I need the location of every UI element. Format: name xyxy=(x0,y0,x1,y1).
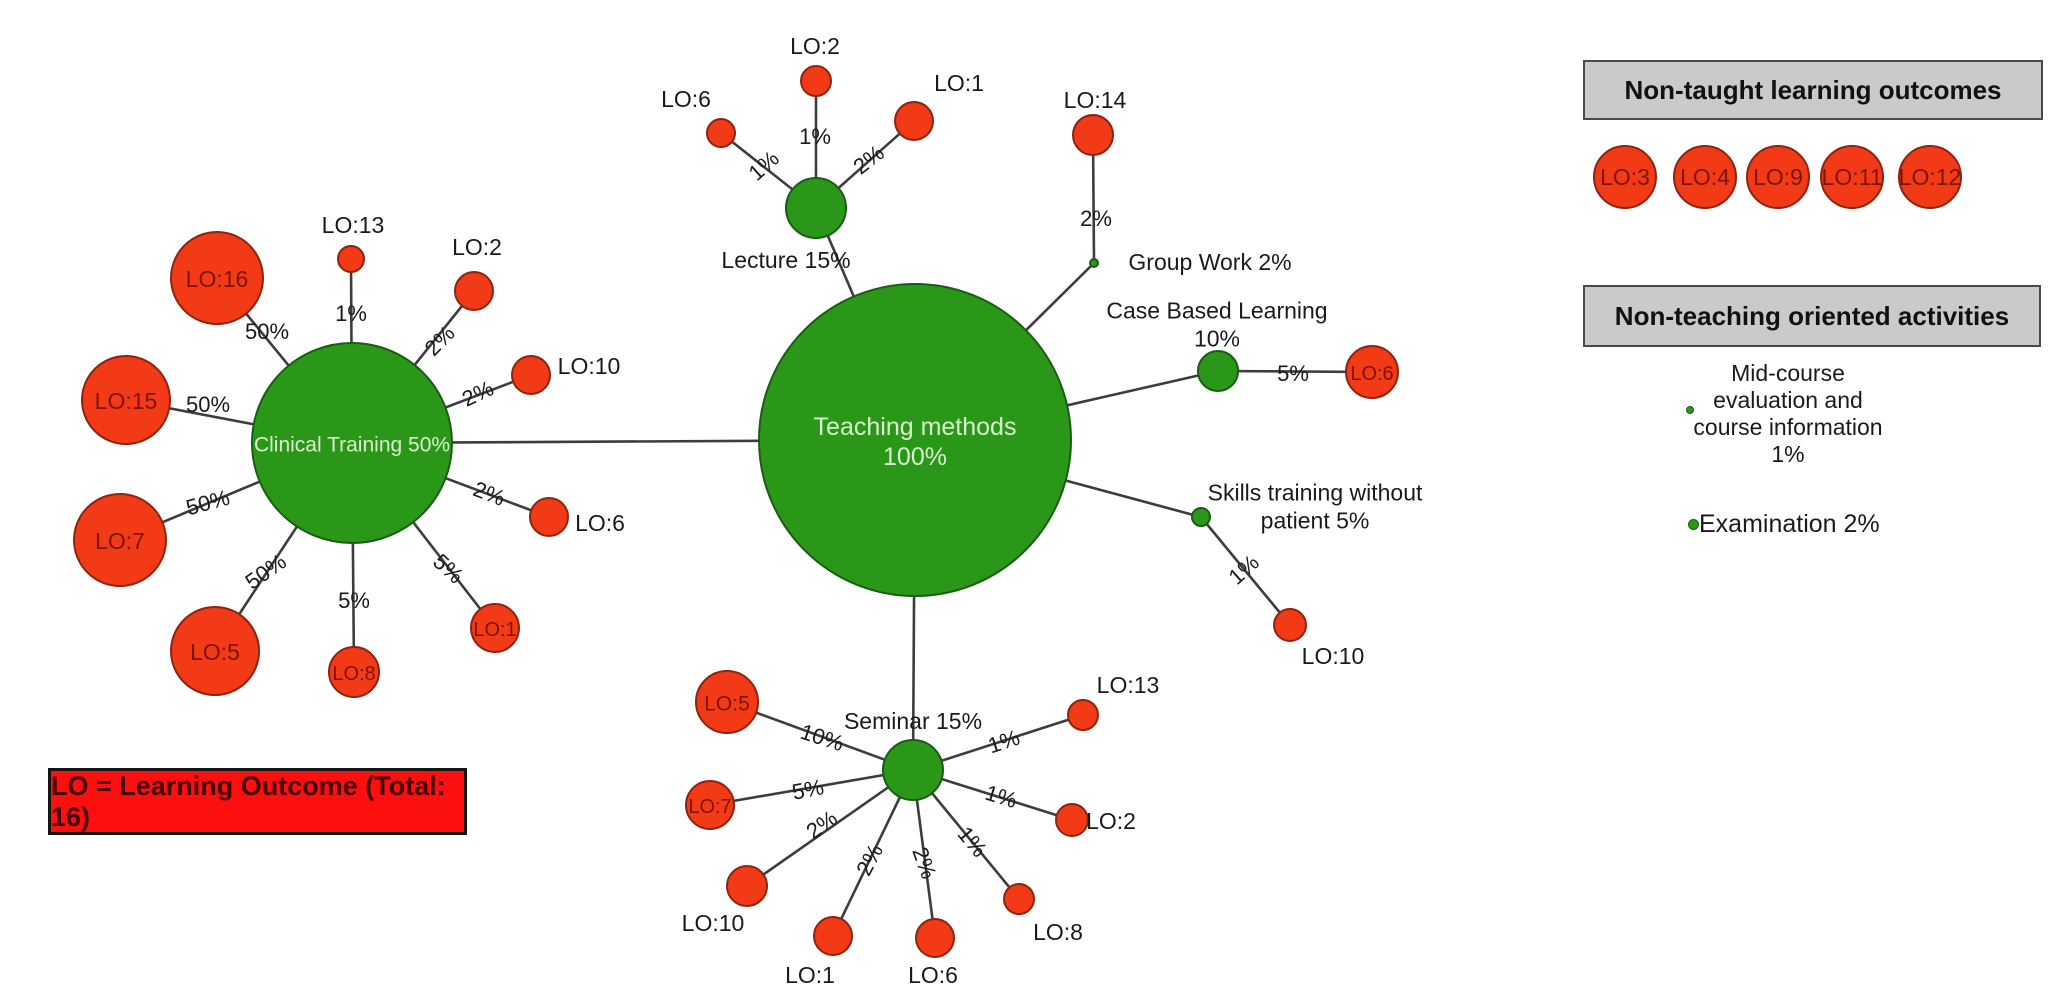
edge-seminar-lo5s xyxy=(726,700,914,772)
node-circle-lo1l xyxy=(894,101,934,141)
non-taught-lo-circle: LO:9 xyxy=(1746,145,1810,209)
node-label-lo5s: LO:5 xyxy=(704,692,750,716)
edge-pct-label-casebased-lo6cb: 5% xyxy=(1277,361,1309,386)
node-circle-seminar xyxy=(882,739,944,801)
node-label-lo10se: LO:10 xyxy=(681,910,745,937)
node-label-lecture: Lecture 15% xyxy=(721,247,851,274)
edge-groupwork-lo14 xyxy=(1091,134,1096,264)
node-circle-lo2s xyxy=(1055,803,1089,837)
node-label-lo13c: LO:13 xyxy=(321,212,385,239)
node-circle-lo7c xyxy=(73,493,167,587)
edge-pct-label-clinical-lo8c: 5% xyxy=(338,588,370,613)
non-taught-lo-circle: LO:3 xyxy=(1593,145,1657,209)
mid-course-dot xyxy=(1686,406,1694,414)
node-circle-groupwork xyxy=(1089,258,1099,268)
node-circle-lo13c xyxy=(337,245,365,273)
node-circle-clinical xyxy=(251,342,453,544)
node-label-lo2c: LO:2 xyxy=(452,234,502,261)
node-label-groupwork: Group Work 2% xyxy=(1128,249,1292,276)
node-label-lo8c: LO:8 xyxy=(332,663,376,685)
node-label-lo8s: LO:8 xyxy=(1033,919,1083,946)
node-circle-lo7s xyxy=(685,780,735,830)
non-teaching-panel-header: Non-teaching oriented activities xyxy=(1583,285,2041,347)
node-label-skills: Skills training without patient 5% xyxy=(1207,479,1423,533)
node-circle-lo8s xyxy=(1003,883,1035,915)
node-circle-lo1s xyxy=(813,916,853,956)
non-taught-lo-circle: LO:4 xyxy=(1673,145,1737,209)
edge-skills-lo10s xyxy=(1199,516,1292,626)
node-label-teaching: Teaching methods 100% xyxy=(813,413,1017,471)
node-label-lo2l: LO:2 xyxy=(790,33,840,60)
node-label-lo2s: LO:2 xyxy=(1086,808,1136,835)
node-label-lo6s: LO:6 xyxy=(908,962,958,989)
node-label-lo10s: LO:10 xyxy=(1301,643,1365,670)
node-circle-lo2l xyxy=(800,65,832,97)
node-label-lo7c: LO:7 xyxy=(95,528,145,555)
node-circle-skills xyxy=(1191,507,1211,527)
edge-pct-label-groupwork-lo14: 2% xyxy=(1080,206,1112,231)
node-circle-lo15 xyxy=(81,355,171,445)
edge-pct-label-clinical-lo13c: 1% xyxy=(335,301,367,326)
node-circle-lo14 xyxy=(1072,114,1114,156)
examination-label: Examination 2% xyxy=(1699,509,1880,538)
node-label-lo16: LO:16 xyxy=(185,266,249,293)
node-circle-lo16 xyxy=(170,231,264,325)
node-label-lo7s: LO:7 xyxy=(688,796,732,818)
node-label-clinical: Clinical Training 50% xyxy=(253,433,451,457)
node-circle-lecture xyxy=(785,177,847,239)
edge-pct-label-clinical-lo16: 50% xyxy=(244,319,290,344)
node-label-lo10c: LO:10 xyxy=(557,353,621,380)
node-circle-lo5c xyxy=(170,606,260,696)
node-label-lo14: LO:14 xyxy=(1063,87,1127,114)
node-label-lo15: LO:15 xyxy=(94,388,158,415)
node-label-lo5c: LO:5 xyxy=(190,639,240,666)
node-circle-lo6c xyxy=(529,497,569,537)
node-circle-casebased xyxy=(1197,350,1239,392)
non-taught-lo-circle: LO:12 xyxy=(1898,145,1962,209)
node-label-lo1l: LO:1 xyxy=(934,70,984,97)
node-label-lo13s: LO:13 xyxy=(1096,672,1160,699)
node-label-seminar: Seminar 15% xyxy=(843,708,983,735)
node-circle-lo6s xyxy=(915,918,955,958)
node-circle-lo6cb xyxy=(1345,345,1399,399)
node-circle-lo2c xyxy=(454,271,494,311)
legend-note-box: LO = Learning Outcome (Total: 16) xyxy=(48,768,467,835)
node-circle-lo1c xyxy=(470,603,520,653)
node-label-lo6l: LO:6 xyxy=(661,86,711,113)
node-label-lo6cb: LO:6 xyxy=(1350,363,1394,385)
node-label-lo1s: LO:1 xyxy=(785,962,835,989)
node-label-lo6c: LO:6 xyxy=(575,510,625,537)
node-circle-lo10se xyxy=(726,865,768,907)
node-circle-teaching xyxy=(758,283,1072,597)
edge-seminar-lo7s xyxy=(709,768,914,807)
node-circle-lo13s xyxy=(1067,699,1099,731)
non-taught-panel-header: Non-taught learning outcomes xyxy=(1583,60,2043,120)
node-circle-lo10c xyxy=(511,355,551,395)
non-taught-lo-circle: LO:11 xyxy=(1820,145,1884,209)
mid-course-label: Mid-course evaluation and course informa… xyxy=(1693,360,1883,467)
edge-pct-label-lecture-lo2l: 1% xyxy=(799,124,831,149)
node-circle-lo10s xyxy=(1273,608,1307,642)
node-label-casebased: Case Based Learning 10% xyxy=(1106,297,1328,351)
node-label-lo1c: LO:1 xyxy=(473,619,517,641)
examination-dot xyxy=(1688,519,1699,530)
node-circle-lo5s xyxy=(695,670,759,734)
node-circle-lo8c xyxy=(328,646,380,698)
edge-pct-label-clinical-lo15: 50% xyxy=(185,392,231,417)
node-circle-lo6l xyxy=(706,118,736,148)
edge-seminar-lo10se xyxy=(746,768,914,888)
